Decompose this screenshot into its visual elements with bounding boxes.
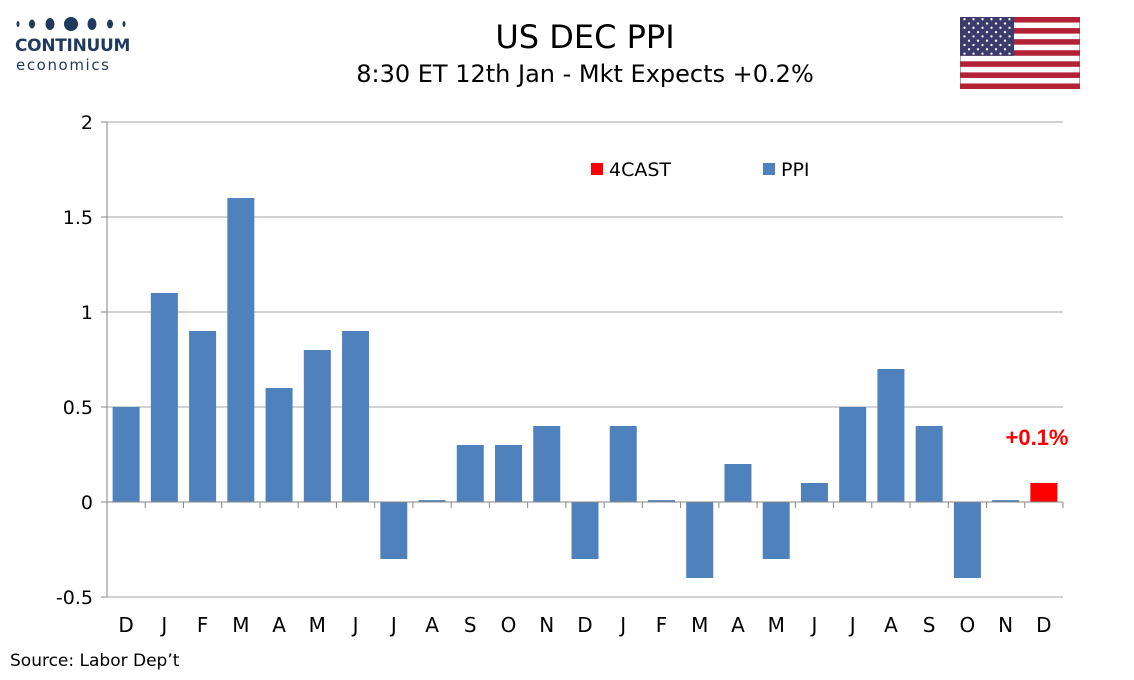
forecast-annotation: +0.1%: [1006, 425, 1069, 450]
ppi-bar: [992, 500, 1020, 502]
x-tick-label: D: [118, 613, 133, 637]
ppi-bar: [380, 502, 408, 559]
logo-tagline: economics: [16, 56, 111, 74]
x-tick-label: M: [232, 613, 249, 637]
ppi-bar: [724, 464, 752, 502]
x-tick-label: A: [884, 613, 898, 637]
x-tick-label: J: [809, 613, 817, 637]
ppi-bar: [150, 293, 178, 502]
x-tick-label: M: [768, 613, 785, 637]
ppi-bar: [112, 407, 140, 502]
ppi-bar: [533, 426, 561, 502]
x-tick-label: J: [351, 613, 359, 637]
ppi-bar: [800, 483, 828, 502]
x-tick-label: M: [309, 613, 326, 637]
ppi-bar: [303, 350, 331, 502]
x-tick-label: N: [998, 613, 1013, 637]
x-tick-label: N: [539, 613, 554, 637]
x-tick-label: O: [960, 613, 976, 637]
x-tick-label: J: [618, 613, 626, 637]
legend-swatch: [591, 163, 603, 175]
x-tick-label: S: [464, 613, 477, 637]
ppi-bar: [609, 426, 637, 502]
x-tick-label: A: [425, 613, 439, 637]
x-tick-label: D: [1036, 613, 1051, 637]
legend-swatch: [763, 163, 775, 175]
x-tick-label: J: [159, 613, 167, 637]
ppi-bar: [342, 331, 370, 502]
x-tick-label: F: [656, 613, 668, 637]
x-tick-label: O: [501, 613, 517, 637]
y-tick-label: 1.5: [63, 207, 93, 229]
ppi-bar: [915, 426, 943, 502]
x-tick-label: S: [923, 613, 936, 637]
x-tick-label: J: [848, 613, 856, 637]
forecast-bar: [1030, 483, 1058, 502]
legend-label: PPI: [781, 159, 810, 181]
ppi-bar: [762, 502, 790, 559]
x-tick-label: A: [731, 613, 745, 637]
source-note: Source: Labor Dep’t: [10, 651, 180, 671]
ppi-bar: [877, 369, 905, 502]
x-tick-label: F: [197, 613, 209, 637]
x-tick-label: A: [272, 613, 286, 637]
y-tick-label: 0.5: [63, 397, 93, 419]
logo-dots-icon: [16, 17, 126, 31]
ppi-bar: [495, 445, 523, 502]
us-flag-icon: [959, 16, 1081, 90]
x-tick-label: M: [691, 613, 708, 637]
y-tick-label: 2: [81, 112, 93, 134]
ppi-bar: [456, 445, 484, 502]
chart-title: US DEC PPI: [495, 18, 675, 56]
ppi-bar: [953, 502, 981, 578]
continuum-economics-logo: CONTINUUM economics: [14, 14, 144, 78]
chart-subtitle: 8:30 ET 12th Jan - Mkt Expects +0.2%: [356, 60, 814, 88]
ppi-bar: [686, 502, 714, 578]
y-tick-label: 0: [81, 492, 93, 514]
ppi-bar: [571, 502, 599, 559]
x-tick-label: J: [389, 613, 397, 637]
y-tick-label: 1: [81, 302, 93, 324]
x-tick-label: D: [577, 613, 592, 637]
legend-label: 4CAST: [609, 159, 671, 181]
ppi-bar: [265, 388, 293, 502]
ppi-bar: [647, 500, 675, 502]
logo-name: CONTINUUM: [15, 36, 131, 56]
ppi-bar: [418, 500, 446, 502]
ppi-bar: [839, 407, 867, 502]
ppi-bar: [227, 198, 255, 502]
ppi-bar: [189, 331, 217, 502]
y-tick-label: -0.5: [56, 587, 93, 609]
